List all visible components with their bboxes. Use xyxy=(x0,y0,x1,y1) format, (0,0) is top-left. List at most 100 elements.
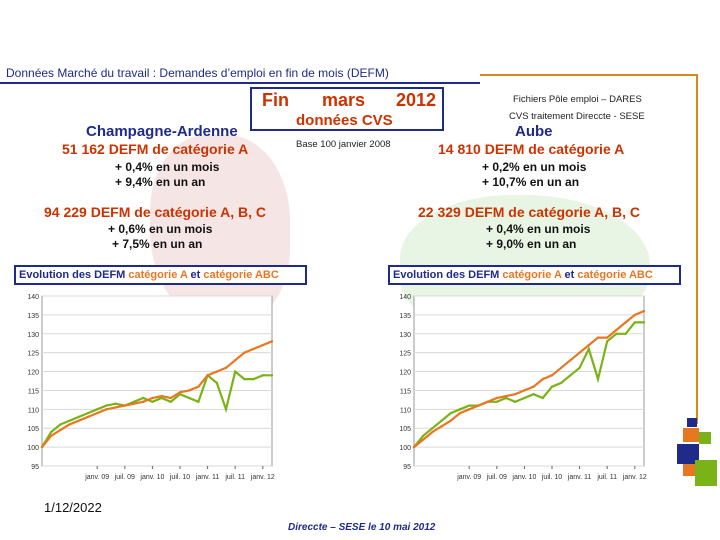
y-tick-label: 120 xyxy=(399,370,411,377)
data-point xyxy=(224,366,228,369)
y-tick-label: 140 xyxy=(27,294,39,301)
y-tick-label: 105 xyxy=(399,426,411,433)
data-point xyxy=(615,328,618,332)
chart-left: 95 100 105 110 115 120 125 130 135 140 janv. 09 jui… xyxy=(27,294,275,481)
data-point xyxy=(234,359,237,362)
period-fin: Fin xyxy=(262,90,289,110)
orange-frame-side xyxy=(696,74,698,424)
data-point xyxy=(270,340,274,343)
right-cat-a: 14 810 DEFM de catégorie A xyxy=(438,141,625,157)
legend-right: Evolution des DEFM catégorie A et catégo… xyxy=(388,265,681,285)
right-cat-abc: 22 329 DEFM de catégorie A, B, C xyxy=(418,204,640,220)
data-point xyxy=(541,396,544,400)
y-tick-label: 100 xyxy=(27,445,39,452)
data-point xyxy=(550,374,554,377)
data-point xyxy=(50,430,53,434)
data-point xyxy=(77,419,80,422)
data-point xyxy=(215,370,218,373)
data-point xyxy=(206,374,209,377)
data-point xyxy=(523,396,526,400)
y-tick-label: 125 xyxy=(27,351,39,358)
legend-right-part1: Evolution des DEFM xyxy=(393,269,503,281)
y-tick-label: 100 xyxy=(399,445,411,452)
puzzle-logo-icon xyxy=(677,418,717,486)
data-point xyxy=(243,377,246,381)
data-point xyxy=(532,393,535,396)
left-cat-abc-month: + 0,6% en un mois xyxy=(108,222,213,236)
x-tick-label: janv. 12 xyxy=(250,474,275,481)
map-champagne-ardenne xyxy=(150,135,290,325)
legend-left: Evolution des DEFM catégorie A et catégo… xyxy=(14,265,307,285)
y-tick-label: 135 xyxy=(27,313,39,320)
data-point xyxy=(59,428,62,432)
data-point xyxy=(615,332,618,335)
data-point xyxy=(642,321,646,324)
data-point xyxy=(477,404,480,407)
data-point xyxy=(142,400,145,403)
y-tick-label: 125 xyxy=(399,351,411,358)
data-point xyxy=(458,411,462,415)
data-point xyxy=(86,411,90,415)
data-point xyxy=(633,321,636,324)
data-point xyxy=(495,396,498,400)
data-point xyxy=(234,370,237,373)
data-point xyxy=(68,419,71,422)
data-point xyxy=(495,400,498,403)
data-point xyxy=(468,408,471,411)
data-point xyxy=(541,377,544,381)
data-point xyxy=(86,415,90,419)
x-tick-label: juil. 10 xyxy=(541,474,562,481)
data-point xyxy=(587,343,590,347)
data-point xyxy=(569,374,572,377)
legend-left-part2: catégorie A xyxy=(128,269,188,281)
data-point xyxy=(114,402,117,405)
data-point xyxy=(624,321,627,324)
chart-right: 95 100 105 110 115 120 125 130 135 140 janv. 09 jui… xyxy=(399,294,647,481)
data-point xyxy=(215,381,218,385)
data-point xyxy=(569,359,572,362)
page-title: Données Marché du travail : Demandes d’e… xyxy=(6,66,389,80)
data-point xyxy=(422,438,425,441)
legend-left-part1: Evolution des DEFM xyxy=(19,269,129,281)
y-tick-label: 135 xyxy=(399,313,411,320)
data-point xyxy=(440,425,443,428)
x-tick-label: juil. 11 xyxy=(224,474,245,481)
data-point xyxy=(587,347,590,351)
data-point xyxy=(270,374,274,377)
x-tick-label: janv. 11 xyxy=(567,474,592,481)
left-cat-a: 51 162 DEFM de catégorie A xyxy=(62,141,249,157)
period-box xyxy=(250,87,444,131)
data-point xyxy=(486,400,489,403)
data-point xyxy=(197,385,200,388)
x-tick-label: juil. 09 xyxy=(114,474,135,481)
data-point xyxy=(132,402,136,405)
data-point xyxy=(252,347,255,351)
y-tick-label: 110 xyxy=(400,407,411,414)
data-point xyxy=(514,393,517,396)
data-point xyxy=(422,434,425,437)
data-point xyxy=(105,404,108,407)
plot-area xyxy=(413,295,645,467)
footer-date: 1/12/2022 xyxy=(44,500,102,515)
data-point xyxy=(169,400,172,403)
data-point xyxy=(151,396,154,400)
legend-left-part4: catégorie ABC xyxy=(203,269,279,281)
data-point xyxy=(468,404,471,407)
data-point xyxy=(596,336,600,339)
orange-frame-top xyxy=(480,74,698,76)
period-year: 2012 xyxy=(396,90,437,110)
data-point xyxy=(50,434,53,437)
left-cat-abc-year: + 7,5% en un an xyxy=(112,237,203,251)
data-point xyxy=(606,340,609,343)
source-cvs: CVS traitement Direccte - SESE xyxy=(509,111,645,122)
legend-right-part4: catégorie ABC xyxy=(577,269,653,281)
y-tick-label: 95 xyxy=(31,464,39,471)
data-point xyxy=(633,313,636,317)
y-tick-label: 140 xyxy=(399,294,411,301)
data-point xyxy=(431,430,434,434)
data-point xyxy=(560,366,563,369)
y-tick-label: 110 xyxy=(28,407,39,414)
data-point xyxy=(169,396,172,400)
x-tick-label: janv. 09 xyxy=(456,474,481,481)
x-tick-label: janv. 11 xyxy=(195,474,220,481)
